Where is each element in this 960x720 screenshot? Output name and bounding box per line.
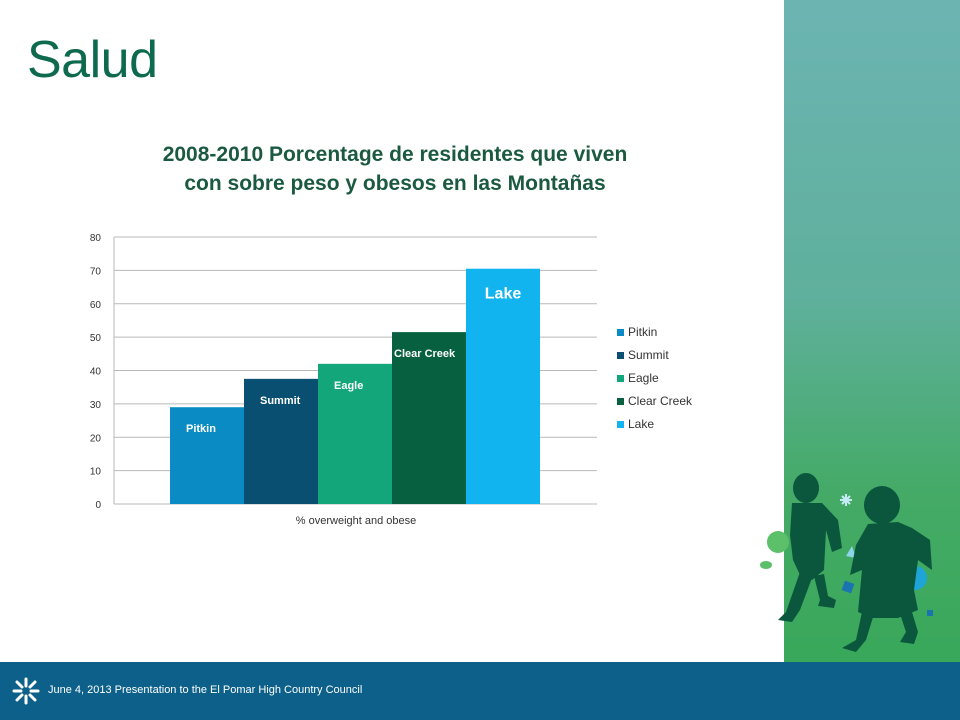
y-tick-label: 60: [90, 300, 102, 311]
bar-data-label: Clear Creek: [394, 348, 456, 360]
bar-data-label: Summit: [260, 395, 301, 407]
legend-swatch: [617, 398, 624, 405]
bar-chart: 0 10 20 30 40 50 60 70 80 Pitkin Summit Eagle Clear…: [90, 233, 693, 527]
footer-bar: June 4, 2013 Presentation to the El Poma…: [0, 662, 960, 720]
bar-lake: [466, 268, 540, 504]
legend-label: Pitkin: [628, 325, 657, 339]
footer-text: June 4, 2013 Presentation to the El Poma…: [48, 684, 363, 696]
legend-label: Clear Creek: [628, 394, 693, 408]
bar-data-label: Lake: [485, 286, 522, 303]
legend-swatch: [617, 352, 624, 359]
y-tick-label: 30: [90, 400, 102, 411]
chart-data-labels: Pitkin Summit Eagle Clear Creek Lake: [186, 286, 521, 436]
legend-swatch: [617, 421, 624, 428]
chart-y-axis: 0 10 20 30 40 50 60 70 80: [90, 233, 115, 511]
bar-eagle: [318, 363, 392, 504]
slide-title: Salud: [27, 31, 158, 89]
legend-label: Lake: [628, 417, 654, 431]
y-tick-label: 10: [90, 467, 102, 478]
legend-label: Eagle: [628, 371, 659, 385]
y-tick-label: 70: [90, 266, 102, 277]
bar-summit: [244, 378, 318, 504]
y-tick-label: 80: [90, 233, 102, 244]
chart-title: 2008-2010 Porcentage de residentes que v…: [162, 143, 628, 195]
bar-pitkin: [170, 407, 244, 504]
legend-swatch: [617, 329, 624, 336]
y-tick-label: 20: [90, 433, 102, 444]
chart-legend: Pitkin Summit Eagle Clear Creek Lake: [617, 325, 693, 431]
burst-logo-icon: [12, 677, 40, 705]
bar-data-label: Eagle: [334, 380, 363, 392]
legend-swatch: [617, 375, 624, 382]
bar-data-label: Pitkin: [186, 423, 216, 435]
bar-clear-creek: [392, 332, 466, 504]
y-tick-label: 50: [90, 333, 102, 344]
y-tick-label: 40: [90, 367, 102, 378]
y-tick-label: 0: [95, 500, 101, 511]
x-axis-label: % overweight and obese: [296, 515, 416, 527]
legend-label: Summit: [628, 348, 669, 362]
chart-bars: [170, 268, 540, 504]
